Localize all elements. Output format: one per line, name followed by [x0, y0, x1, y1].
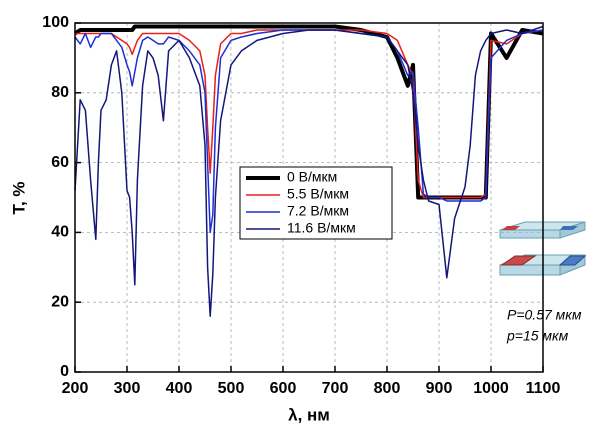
- y-tick-label: 40: [51, 224, 69, 241]
- x-tick-label: 800: [374, 380, 401, 397]
- x-tick-label: 200: [62, 380, 89, 397]
- y-tick-label: 100: [42, 14, 69, 31]
- y-tick-label: 80: [51, 84, 69, 101]
- legend-label: 0 В/мкм: [287, 169, 337, 185]
- series-line: [74, 29, 544, 234]
- legend-label: 7.2 В/мкм: [287, 203, 349, 219]
- y-axis-title: T, %: [9, 181, 28, 214]
- series-line: [75, 29, 544, 199]
- x-tick-label: 300: [114, 380, 141, 397]
- inset-icon: [499, 221, 587, 276]
- x-tick-label: 500: [218, 380, 245, 397]
- y-tick-label: 0: [60, 363, 69, 380]
- x-tick-label: 900: [426, 380, 453, 397]
- legend-label: 11.6 В/мкм: [287, 220, 356, 236]
- x-axis-title: λ, нм: [288, 405, 330, 424]
- legend-label: 5.5 В/мкм: [287, 186, 349, 202]
- y-tick-label: 20: [51, 293, 69, 310]
- x-tick-label: 600: [270, 380, 297, 397]
- series-line: [74, 25, 544, 317]
- x-tick-label: 400: [166, 380, 193, 397]
- annotation: p=15 мкм: [506, 328, 569, 344]
- annotation: P=0.57 мкм: [507, 307, 582, 323]
- x-tick-label: 700: [322, 380, 349, 397]
- x-tick-label: 1100: [526, 380, 561, 397]
- plot-frame: [74, 22, 544, 373]
- x-tick-label: 1000: [473, 380, 509, 397]
- y-tick-label: 60: [51, 154, 69, 171]
